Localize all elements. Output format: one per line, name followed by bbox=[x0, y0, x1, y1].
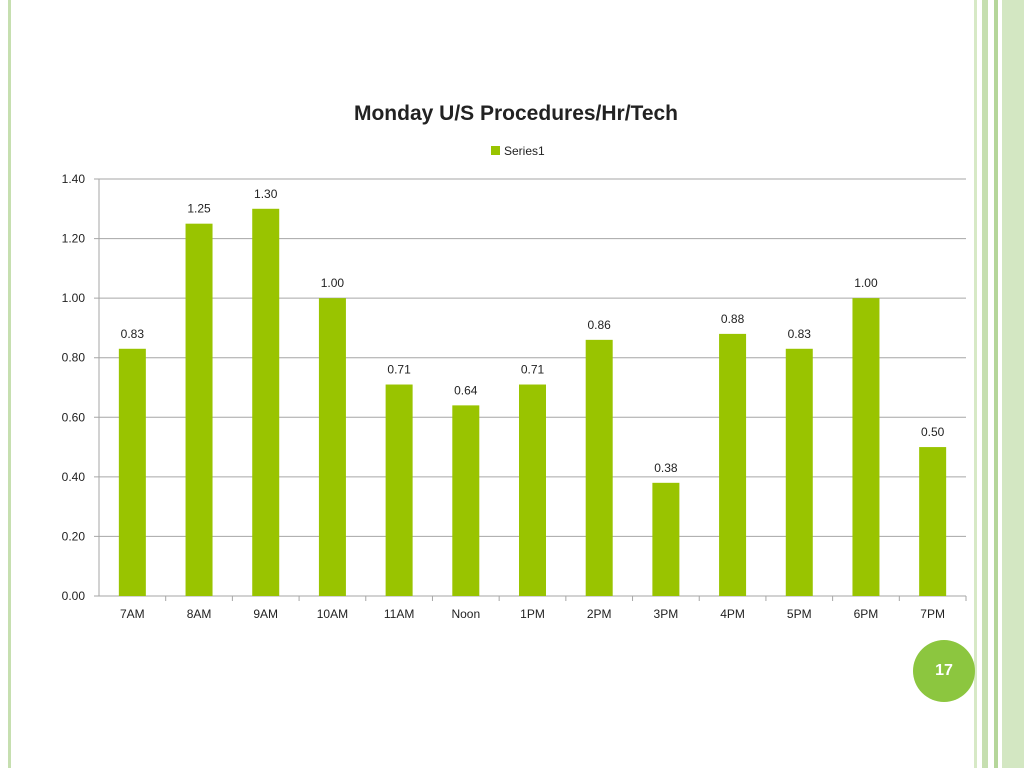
x-tick-label: 8AM bbox=[187, 607, 212, 621]
data-label: 0.71 bbox=[387, 363, 411, 377]
y-tick-label: 1.20 bbox=[62, 232, 86, 246]
data-label: 1.30 bbox=[254, 187, 278, 201]
x-tick-label: Noon bbox=[451, 607, 480, 621]
data-label: 1.00 bbox=[854, 276, 878, 290]
bar-2pm bbox=[585, 339, 613, 596]
data-label: 1.25 bbox=[187, 202, 211, 216]
page-number-badge: 17 bbox=[913, 640, 975, 702]
x-tick-label: 9AM bbox=[253, 607, 278, 621]
data-label: 1.00 bbox=[321, 276, 345, 290]
bar-1pm bbox=[519, 384, 546, 596]
bar-11am bbox=[385, 384, 413, 596]
bar-4pm bbox=[719, 333, 747, 596]
y-tick-label: 0.80 bbox=[62, 351, 86, 365]
chart-title: Monday U/S Procedures/Hr/Tech bbox=[354, 102, 678, 125]
bar-5pm bbox=[785, 348, 813, 596]
bar-9am bbox=[252, 208, 280, 597]
data-label: 0.71 bbox=[521, 363, 545, 377]
data-label: 0.83 bbox=[788, 327, 812, 341]
x-tick-label: 6PM bbox=[854, 607, 879, 621]
y-tick-label: 1.00 bbox=[62, 291, 86, 305]
x-tick-label: 5PM bbox=[787, 607, 812, 621]
x-tick-label: 7PM bbox=[920, 607, 945, 621]
x-tick-label: 7AM bbox=[120, 607, 145, 621]
right-decorative-stripes bbox=[974, 0, 1024, 768]
bar-8am bbox=[185, 223, 213, 596]
x-tick-label: 2PM bbox=[587, 607, 612, 621]
data-label: 0.88 bbox=[721, 312, 745, 326]
legend-swatch bbox=[491, 146, 500, 155]
bar-7am bbox=[118, 348, 146, 596]
x-tick-label: 11AM bbox=[384, 607, 414, 621]
bar-7pm bbox=[919, 447, 947, 596]
x-tick-label: 10AM bbox=[317, 607, 348, 621]
bar-6pm bbox=[852, 298, 880, 596]
y-tick-label: 0.40 bbox=[62, 470, 86, 484]
bar-noon bbox=[452, 405, 480, 596]
bar-3pm bbox=[652, 482, 680, 596]
x-tick-label: 4PM bbox=[720, 607, 745, 621]
bar-10am bbox=[318, 298, 346, 596]
y-tick-label: 1.40 bbox=[62, 172, 86, 186]
x-tick-label: 3PM bbox=[654, 607, 679, 621]
x-tick-label: 1PM bbox=[520, 607, 545, 621]
data-label: 0.86 bbox=[588, 318, 612, 332]
left-decorative-stripe bbox=[8, 0, 11, 768]
legend-label: Series1 bbox=[504, 144, 545, 158]
data-label: 0.64 bbox=[454, 383, 478, 397]
data-label: 0.38 bbox=[654, 461, 678, 475]
data-label: 0.83 bbox=[121, 327, 145, 341]
y-tick-label: 0.20 bbox=[62, 529, 86, 543]
legend: Series1 bbox=[491, 144, 545, 158]
data-label: 0.50 bbox=[921, 425, 945, 439]
y-tick-label: 0.60 bbox=[62, 410, 86, 424]
y-tick-label: 0.00 bbox=[62, 589, 86, 603]
